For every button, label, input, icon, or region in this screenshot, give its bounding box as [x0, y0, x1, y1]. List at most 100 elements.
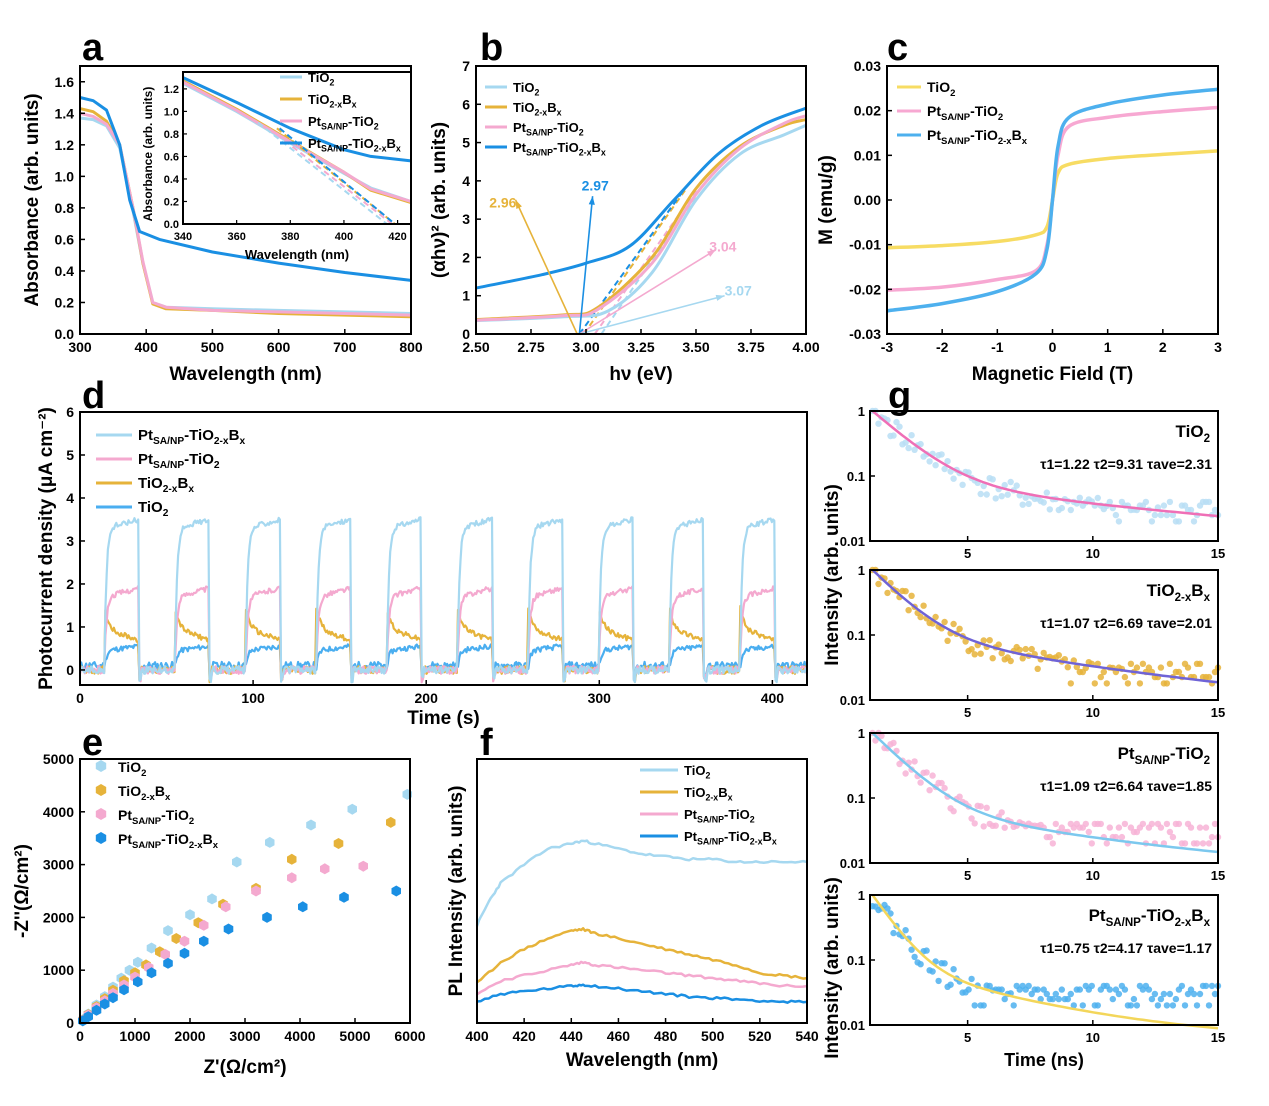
decay-point [932, 613, 939, 621]
x-tick-label: 10 [1086, 868, 1100, 883]
inset-y-tick-label: 0.0 [164, 219, 179, 231]
decay-point [1175, 820, 1183, 828]
decay-point [1118, 833, 1126, 841]
decay-point [902, 770, 909, 777]
legend-label: PtSA/NP-TiO2 [513, 120, 584, 138]
decay-point [1025, 982, 1032, 990]
series-PtSA/NP-TiO2-xBx [886, 87, 1219, 313]
decay-point [875, 580, 882, 588]
decay-point [893, 418, 900, 426]
x-tick-label: 1000 [119, 1028, 150, 1044]
decay-point [884, 589, 891, 597]
legend-label: TiO2 [118, 759, 146, 779]
decay-point [941, 960, 948, 967]
decay-point [1139, 660, 1147, 667]
point-TiO2-xBx [287, 853, 297, 865]
decay-point [1055, 652, 1063, 659]
inset-y-tick-label: 0.6 [164, 151, 179, 163]
decay-point [980, 1002, 987, 1009]
x-tick-label: 10 [1086, 1030, 1100, 1045]
decay-point [1094, 494, 1102, 502]
decay-point [1067, 990, 1075, 998]
point-TiO2 [133, 956, 143, 968]
y-tick-label: 0.03 [854, 58, 881, 74]
decay-point [1019, 501, 1026, 508]
y-axis-label-lower: Intensity (arb. units) [822, 877, 843, 1059]
inset-y-label: Absorbance (arb. units) [141, 87, 155, 222]
decay-point [941, 465, 948, 473]
decay-point [1205, 840, 1213, 847]
decay-point [923, 769, 930, 776]
y-tick-label: 0 [66, 1015, 74, 1031]
legend-label: PtSA/NP-TiO2-xBx [684, 829, 777, 847]
decay-point [1121, 986, 1129, 993]
decay-point [917, 613, 924, 621]
decay-point [965, 469, 972, 476]
series-PtSA/NP-TiO2 [79, 111, 412, 317]
legend-label: TiO2 [684, 763, 710, 781]
legend-label: TiO2 [308, 70, 334, 88]
decay-point [1070, 1002, 1078, 1009]
decay-point [1037, 995, 1044, 1003]
y-tick-label: 0.01 [854, 147, 881, 163]
panel-a: 300 400 500 600 700 800 0.0 0.2 0.4 0.6 0.8 1.0 1.2 1… [22, 65, 423, 385]
y-tick-label: 1.6 [55, 74, 75, 90]
x-tick-label: 400 [465, 1028, 489, 1044]
panel-letter-c: c [887, 27, 908, 69]
decay-subplot: 5 10 15 0.01 0.1 1 TiO2 τ1=1.22 τ2=9.31 τave=2.… [840, 404, 1226, 561]
decay-point [1199, 840, 1207, 847]
decay-point [1016, 646, 1023, 654]
decay-point [1163, 820, 1171, 828]
decay-stats: τ1=0.75 τ2=4.17 τave=1.17 [1040, 940, 1212, 956]
decay-point [1181, 840, 1189, 847]
point-PtSA/NP-TiO2-xBx [91, 1004, 102, 1016]
decay-point [1010, 1002, 1017, 1009]
x-axis-label: Wavelength (nm) [169, 364, 321, 385]
x-tick-label: 400 [135, 339, 159, 355]
legend-label: TiO2 [513, 80, 539, 98]
decay-point [944, 458, 951, 465]
x-tick-label: 2 [1159, 339, 1167, 355]
decay-point [1145, 986, 1153, 993]
x-axis-label: Magnetic Field (T) [972, 364, 1134, 385]
x-tick-label: 0 [76, 690, 84, 706]
series-PtSA/NP-TiO2 [476, 960, 808, 996]
y-tick-label: 0.00 [854, 192, 881, 208]
y-tick-label: 5000 [43, 751, 74, 767]
x-tick-label: 10 [1086, 705, 1100, 720]
inset-series-PtSA/NP-TiO2-xBx [182, 76, 412, 163]
decay-point [1076, 986, 1084, 993]
decay-point [1076, 494, 1084, 501]
legend-marker [95, 784, 107, 796]
x-tick-label: 500 [201, 339, 225, 355]
decay-point [1100, 668, 1108, 676]
decay-point [1169, 511, 1177, 519]
decay-point [1127, 1002, 1135, 1009]
decay-point [1043, 990, 1051, 998]
x-axis-label: hν (eV) [609, 364, 672, 385]
decay-point [1046, 833, 1054, 841]
decay-point [1205, 1002, 1213, 1009]
decay-point [1073, 663, 1081, 671]
legend-label: PtSA/NP-TiO2-xBx [927, 127, 1028, 147]
y-tick-label: 1.2 [55, 137, 75, 153]
decay-point [926, 458, 933, 465]
decay-point [911, 446, 918, 453]
x-tick-label: 5 [964, 1030, 971, 1045]
decay-point [1148, 820, 1156, 828]
decay-point [998, 986, 1005, 993]
point-PtSA/NP-TiO2 [320, 863, 330, 875]
y-tick-label: 0.01 [840, 693, 865, 708]
point-PtSA/NP-TiO2-xBx [298, 901, 308, 913]
x-tick-label: 1 [1104, 339, 1112, 355]
inset-y-tick-label: 0.2 [164, 196, 179, 208]
arrow-line [578, 249, 717, 335]
point-TiO2-xBx [386, 816, 396, 828]
decay-point [1205, 498, 1213, 506]
decay-point [1097, 820, 1105, 828]
point-TiO2 [306, 819, 316, 831]
decay-point [998, 809, 1005, 816]
decay-point [1175, 668, 1183, 676]
arrow-line [514, 199, 578, 335]
decay-point [1190, 990, 1198, 998]
